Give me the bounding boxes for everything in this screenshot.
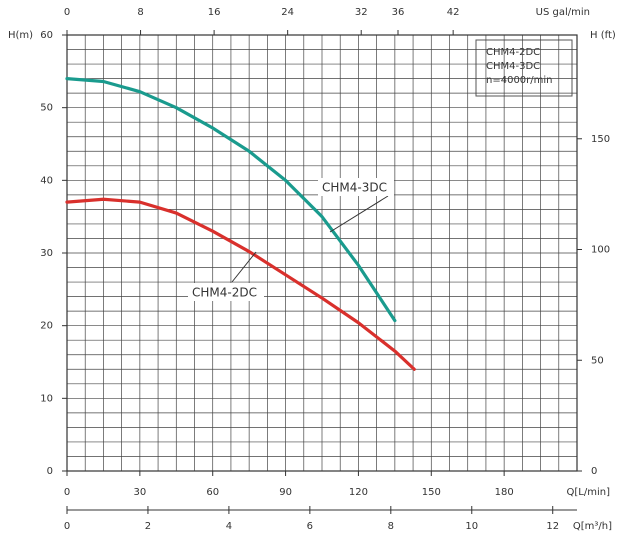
series-label: CHM4-2DC <box>192 286 257 300</box>
y2-tick-label: 50 <box>591 355 604 366</box>
x2-tick-label: 8 <box>137 7 143 18</box>
y2-tick-label: 100 <box>591 245 610 256</box>
x-tick-label: 60 <box>206 487 219 498</box>
label-bg <box>188 283 264 301</box>
y-axis-label: H(m) <box>8 30 33 41</box>
legend-text: n=4000r/min <box>486 75 553 86</box>
x-tick-label: 150 <box>422 487 441 498</box>
x-tick-label: 180 <box>495 487 514 498</box>
x2-axis-label: US gal/min <box>536 7 590 18</box>
x3-axis-label: Q[m³/h] <box>573 521 612 532</box>
x3-tick-label: 2 <box>145 521 151 532</box>
x3-tick-label: 10 <box>465 521 478 532</box>
x2-tick-label: 16 <box>208 7 221 18</box>
x2-tick-label: 36 <box>392 7 405 18</box>
x2-tick-label: 42 <box>447 7 460 18</box>
y-tick-label: 40 <box>40 175 53 186</box>
y-tick-label: 20 <box>40 321 53 332</box>
y2-tick-label: 150 <box>591 134 610 145</box>
leader-line <box>329 195 389 233</box>
x-tick-label: 90 <box>279 487 292 498</box>
y2-axis-label: H (ft) <box>590 30 616 41</box>
y-tick-label: 0 <box>47 466 53 477</box>
series-label: CHM4-3DC <box>322 181 387 195</box>
x-axis-label: Q[L/min] <box>567 487 611 498</box>
x3-tick-label: 4 <box>226 521 232 532</box>
x-tick-label: 0 <box>64 487 70 498</box>
legend-text: CHM4-2DC <box>486 47 540 58</box>
x2-tick-label: 32 <box>355 7 368 18</box>
x3-tick-label: 6 <box>307 521 313 532</box>
y2-tick-label: 0 <box>591 466 597 477</box>
series-line <box>65 77 397 323</box>
x3-tick-label: 8 <box>388 521 394 532</box>
y-tick-label: 30 <box>40 248 53 259</box>
legend-text: CHM4-3DC <box>486 61 540 72</box>
label-bg <box>318 178 394 196</box>
series-line <box>65 197 416 371</box>
y-tick-label: 60 <box>40 30 53 41</box>
x2-tick-label: 0 <box>64 7 70 18</box>
y-tick-label: 10 <box>40 393 53 404</box>
x3-tick-label: 0 <box>64 521 70 532</box>
y-tick-label: 50 <box>40 103 53 114</box>
x-tick-label: 120 <box>349 487 368 498</box>
x3-tick-label: 12 <box>546 521 559 532</box>
x-tick-label: 30 <box>133 487 146 498</box>
x2-tick-label: 24 <box>281 7 294 18</box>
leader-line <box>231 251 257 283</box>
